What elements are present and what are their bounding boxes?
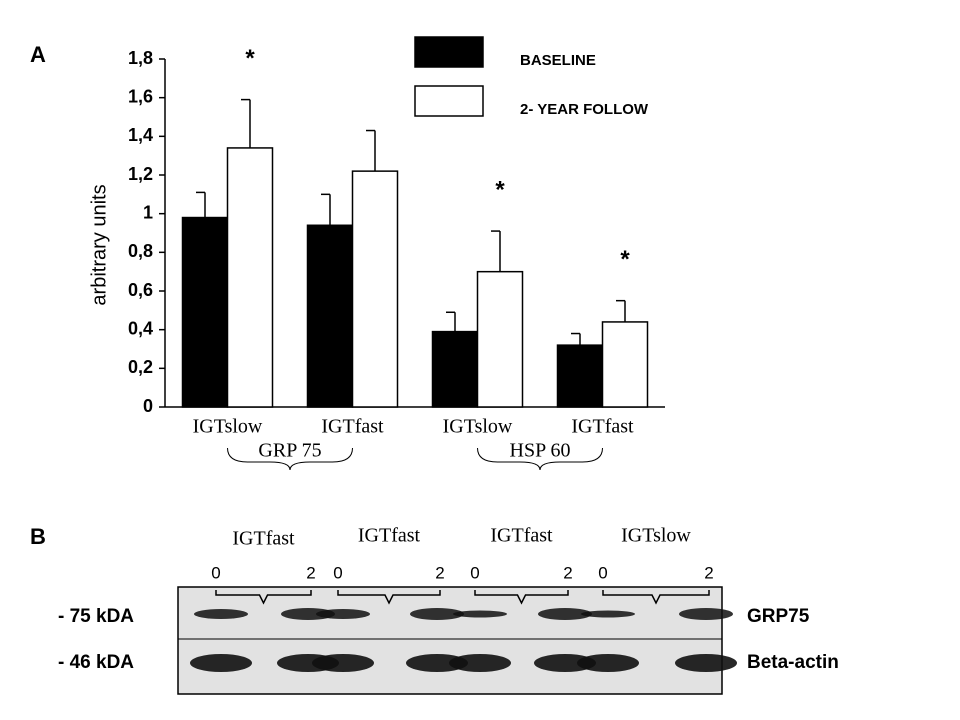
timepoint-label: 2 bbox=[704, 563, 713, 582]
blot-band bbox=[190, 654, 252, 672]
blot-membrane bbox=[177, 586, 723, 695]
bar bbox=[226, 147, 274, 408]
group-bracket bbox=[227, 447, 353, 471]
x-tick-label: IGTfast bbox=[321, 416, 384, 438]
blot-band bbox=[577, 654, 639, 672]
lane-brace bbox=[474, 590, 569, 605]
y-tick-label: 1,8 bbox=[128, 48, 153, 68]
blot-band bbox=[581, 610, 635, 618]
significance-marker: * bbox=[245, 45, 255, 72]
y-tick-label: 0,4 bbox=[128, 318, 153, 338]
significance-marker: * bbox=[620, 246, 630, 273]
blot-band bbox=[410, 608, 464, 620]
y-tick-label: 0,8 bbox=[128, 241, 153, 261]
group-label: HSP 60 bbox=[510, 440, 571, 462]
bar bbox=[601, 321, 649, 408]
group-label: GRP 75 bbox=[258, 440, 321, 462]
protein-label: Beta-actin bbox=[747, 652, 839, 673]
marker-label: - 46 kDA bbox=[58, 652, 134, 673]
timepoint-label: 0 bbox=[211, 563, 220, 582]
panel-label: A bbox=[30, 42, 46, 67]
timepoint-label: 2 bbox=[306, 563, 315, 582]
lane-group-label: IGTfast bbox=[232, 528, 295, 550]
timepoint-label: 2 bbox=[563, 563, 572, 582]
bar bbox=[306, 224, 354, 408]
blot-band bbox=[406, 654, 468, 672]
y-tick-label: 1,4 bbox=[128, 125, 153, 145]
blot-band bbox=[675, 654, 737, 672]
significance-marker: * bbox=[495, 176, 505, 203]
lane-brace bbox=[215, 590, 312, 605]
x-tick-label: IGTslow bbox=[443, 416, 513, 438]
protein-label: GRP75 bbox=[747, 606, 810, 627]
y-tick-label: 1 bbox=[143, 202, 153, 222]
timepoint-label: 0 bbox=[598, 563, 607, 582]
blot-band bbox=[453, 610, 507, 618]
bar bbox=[431, 330, 479, 408]
lane-brace bbox=[602, 590, 710, 605]
timepoint-label: 0 bbox=[470, 563, 479, 582]
y-axis-label: arbitrary units bbox=[88, 184, 110, 305]
timepoint-label: 2 bbox=[435, 563, 444, 582]
marker-label: - 75 kDA bbox=[58, 606, 134, 627]
group-bracket bbox=[477, 447, 603, 471]
lane-group-label: IGTslow bbox=[621, 525, 691, 547]
blot-band bbox=[316, 609, 370, 619]
blot-band bbox=[194, 609, 248, 619]
y-tick-label: 0,6 bbox=[128, 280, 153, 300]
y-tick-label: 0,2 bbox=[128, 357, 153, 377]
lane-brace bbox=[337, 590, 441, 605]
lane-group-label: IGTfast bbox=[490, 525, 553, 547]
legend-swatch bbox=[414, 85, 484, 117]
y-tick-label: 1,6 bbox=[128, 86, 153, 106]
panel-label: B bbox=[30, 524, 46, 549]
x-tick-label: IGTfast bbox=[571, 416, 634, 438]
legend-label: 2- YEAR FOLLOW bbox=[520, 101, 649, 118]
legend-swatch bbox=[414, 36, 484, 68]
bar bbox=[181, 216, 229, 408]
legend-label: BASELINE bbox=[520, 52, 596, 69]
lane-group-label: IGTfast bbox=[358, 525, 421, 547]
bar bbox=[476, 270, 524, 408]
x-tick-label: IGTslow bbox=[193, 416, 263, 438]
y-tick-label: 0 bbox=[143, 396, 153, 416]
blot-band bbox=[534, 654, 596, 672]
blot-band bbox=[449, 654, 511, 672]
bar bbox=[556, 344, 604, 408]
blot-band bbox=[312, 654, 374, 672]
blot-band bbox=[679, 608, 733, 620]
blot-band bbox=[538, 608, 592, 620]
y-tick-label: 1,2 bbox=[128, 164, 153, 184]
timepoint-label: 0 bbox=[333, 563, 342, 582]
bar bbox=[351, 170, 399, 408]
